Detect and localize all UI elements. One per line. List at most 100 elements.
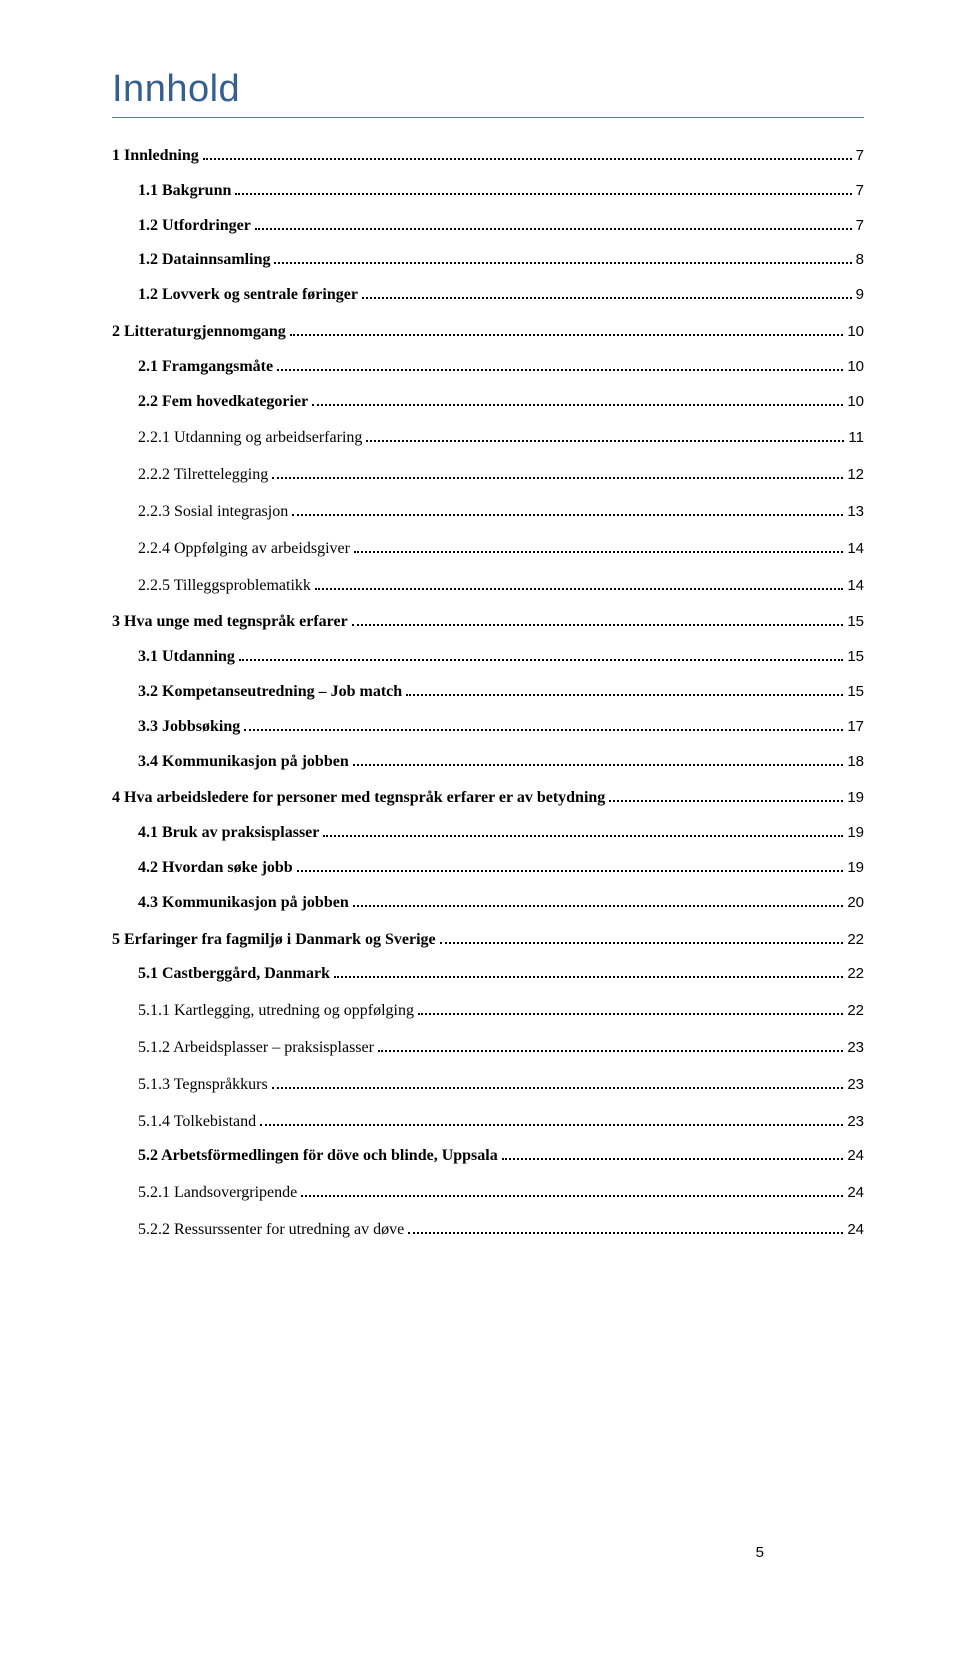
toc-entry: 2 Litteraturgjennomgang 10 (112, 322, 864, 343)
toc-page: 9 (856, 285, 864, 305)
toc-page: 22 (847, 964, 864, 984)
toc-leader-dots (235, 193, 851, 195)
toc-page: 7 (856, 146, 864, 166)
toc-entry: 5.2.2 Ressurssenter for utredning av døv… (138, 1220, 864, 1241)
toc-label: 5.1 Castberggård, Danmark (138, 964, 330, 985)
toc-entry: 5.1.1 Kartlegging, utredning og oppfølgi… (138, 1001, 864, 1022)
toc-leader-dots (312, 404, 843, 406)
toc-leader-dots (609, 800, 843, 802)
toc-leader-dots (440, 942, 844, 944)
toc-page: 24 (847, 1183, 864, 1203)
toc-label: 5.2.1 Landsovergripende (138, 1183, 297, 1204)
toc-page: 24 (847, 1146, 864, 1166)
toc-page: 20 (847, 893, 864, 913)
toc-label: 4 Hva arbeidsledere for personer med teg… (112, 788, 605, 809)
toc-leader-dots (366, 440, 844, 442)
toc-label: 2.2 Fem hovedkategorier (138, 392, 308, 413)
toc-label: 3.1 Utdanning (138, 647, 235, 668)
toc-leader-dots (272, 477, 843, 479)
toc-label: 5.1.1 Kartlegging, utredning og oppfølgi… (138, 1001, 414, 1022)
toc-entry: 1.2 Datainnsamling 8 (138, 250, 864, 271)
toc-page: 23 (847, 1038, 864, 1058)
toc-leader-dots (353, 905, 844, 907)
toc-page: 22 (847, 930, 864, 950)
toc-leader-dots (323, 835, 843, 837)
toc-entry: 1 Innledning 7 (112, 146, 864, 167)
toc-leader-dots (362, 297, 852, 299)
toc-label: 1.2 Lovverk og sentrale føringer (138, 285, 358, 306)
toc-label: 1.1 Bakgrunn (138, 181, 231, 202)
toc-label: 1 Innledning (112, 146, 199, 167)
toc-leader-dots (239, 659, 843, 661)
toc-leader-dots (272, 1087, 844, 1089)
toc-label: 2.2.4 Oppfølging av arbeidsgiver (138, 539, 350, 560)
toc-label: 3.4 Kommunikasjon på jobben (138, 752, 349, 773)
toc-entry: 3.3 Jobbsøking 17 (138, 717, 864, 738)
toc-entry: 5.2.1 Landsovergripende 24 (138, 1183, 864, 1204)
toc-label: 5 Erfaringer fra fagmiljø i Danmark og S… (112, 930, 436, 951)
page-title: Innhold (112, 68, 864, 111)
toc-page: 15 (847, 647, 864, 667)
toc-entry: 5.1.4 Tolkebistand 23 (138, 1112, 864, 1133)
toc-page: 15 (847, 682, 864, 702)
toc-label: 5.2 Arbetsförmedlingen för döve och blin… (138, 1146, 498, 1167)
toc-leader-dots (353, 764, 844, 766)
toc-page: 12 (847, 465, 864, 485)
toc-entry: 4.3 Kommunikasjon på jobben 20 (138, 893, 864, 914)
toc-entry: 5.1.2 Arbeidsplasser – praksisplasser23 (138, 1038, 864, 1059)
toc-entry: 4.2 Hvordan søke jobb 19 (138, 858, 864, 879)
toc-page: 8 (856, 250, 864, 270)
toc-label: 3.3 Jobbsøking (138, 717, 240, 738)
toc-entry: 5.2 Arbetsförmedlingen för döve och blin… (138, 1146, 864, 1167)
toc-label: 5.1.4 Tolkebistand (138, 1112, 256, 1133)
toc-leader-dots (315, 588, 843, 590)
toc-page: 19 (847, 858, 864, 878)
toc-label: 2.2.1 Utdanning og arbeidserfaring (138, 428, 362, 449)
toc-label: 2.2.3 Sosial integrasjon (138, 502, 288, 523)
toc-leader-dots (334, 976, 843, 978)
toc-entry: 2.1 Framgangsmåte10 (138, 357, 864, 378)
toc-entry: 5.1 Castberggård, Danmark 22 (138, 964, 864, 985)
toc-entry: 5.1.3 Tegnspråkkurs23 (138, 1075, 864, 1096)
toc-leader-dots (203, 158, 852, 160)
toc-page: 14 (847, 576, 864, 596)
toc-label: 1.2 Utfordringer (138, 216, 251, 237)
toc-leader-dots (244, 729, 843, 731)
toc-label: 2.2.2 Tilrettelegging (138, 465, 268, 486)
toc-label: 2 Litteraturgjennomgang (112, 322, 286, 343)
toc-leader-dots (277, 369, 843, 371)
toc-entry: 3.1 Utdanning 15 (138, 647, 864, 668)
table-of-contents: 1 Innledning 7 1.1 Bakgrunn 7 1.2 Utfordring… (112, 146, 864, 1241)
toc-leader-dots (274, 262, 851, 264)
toc-page: 7 (856, 181, 864, 201)
toc-entry: 5 Erfaringer fra fagmiljø i Danmark og S… (112, 930, 864, 951)
toc-label: 1.2 Datainnsamling (138, 250, 270, 271)
toc-leader-dots (418, 1013, 843, 1015)
toc-label: 3 Hva unge med tegnspråk erfarer (112, 612, 348, 633)
toc-leader-dots (301, 1195, 843, 1197)
toc-label: 4.1 Bruk av praksisplasser (138, 823, 319, 844)
toc-entry: 2.2.2 Tilrettelegging 12 (138, 465, 864, 486)
toc-page: 7 (856, 216, 864, 236)
toc-entry: 2.2.1 Utdanning og arbeidserfaring11 (138, 428, 864, 449)
toc-label: 5.2.2 Ressurssenter for utredning av døv… (138, 1220, 404, 1241)
toc-leader-dots (354, 551, 843, 553)
toc-leader-dots (502, 1158, 844, 1160)
toc-entry: 3.2 Kompetanseutredning – Job match15 (138, 682, 864, 703)
toc-leader-dots (255, 228, 852, 230)
toc-page: 13 (847, 502, 864, 522)
toc-entry: 3 Hva unge med tegnspråk erfarer15 (112, 612, 864, 633)
toc-leader-dots (352, 624, 844, 626)
toc-label: 4.2 Hvordan søke jobb (138, 858, 293, 879)
toc-label: 2.2.5 Tilleggsproblematikk (138, 576, 311, 597)
toc-page: 22 (847, 1001, 864, 1021)
page-number: 5 (756, 1544, 764, 1561)
toc-leader-dots (408, 1232, 843, 1234)
toc-page: 19 (847, 788, 864, 808)
toc-page: 17 (847, 717, 864, 737)
toc-page: 23 (847, 1112, 864, 1132)
toc-label: 4.3 Kommunikasjon på jobben (138, 893, 349, 914)
toc-label: 2.1 Framgangsmåte (138, 357, 273, 378)
toc-page: 10 (847, 322, 864, 342)
toc-page: 18 (847, 752, 864, 772)
